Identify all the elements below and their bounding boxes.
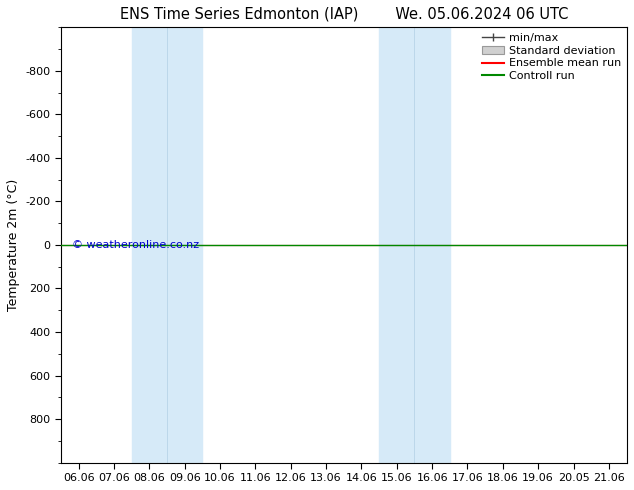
Title: ENS Time Series Edmonton (IAP)        We. 05.06.2024 06 UTC: ENS Time Series Edmonton (IAP) We. 05.06… <box>120 7 568 22</box>
Bar <box>379 27 450 463</box>
Y-axis label: Temperature 2m (°C): Temperature 2m (°C) <box>7 179 20 311</box>
Legend: min/max, Standard deviation, Ensemble mean run, Controll run: min/max, Standard deviation, Ensemble me… <box>480 30 623 83</box>
Bar <box>132 27 202 463</box>
Text: © weatheronline.co.nz: © weatheronline.co.nz <box>72 240 200 250</box>
